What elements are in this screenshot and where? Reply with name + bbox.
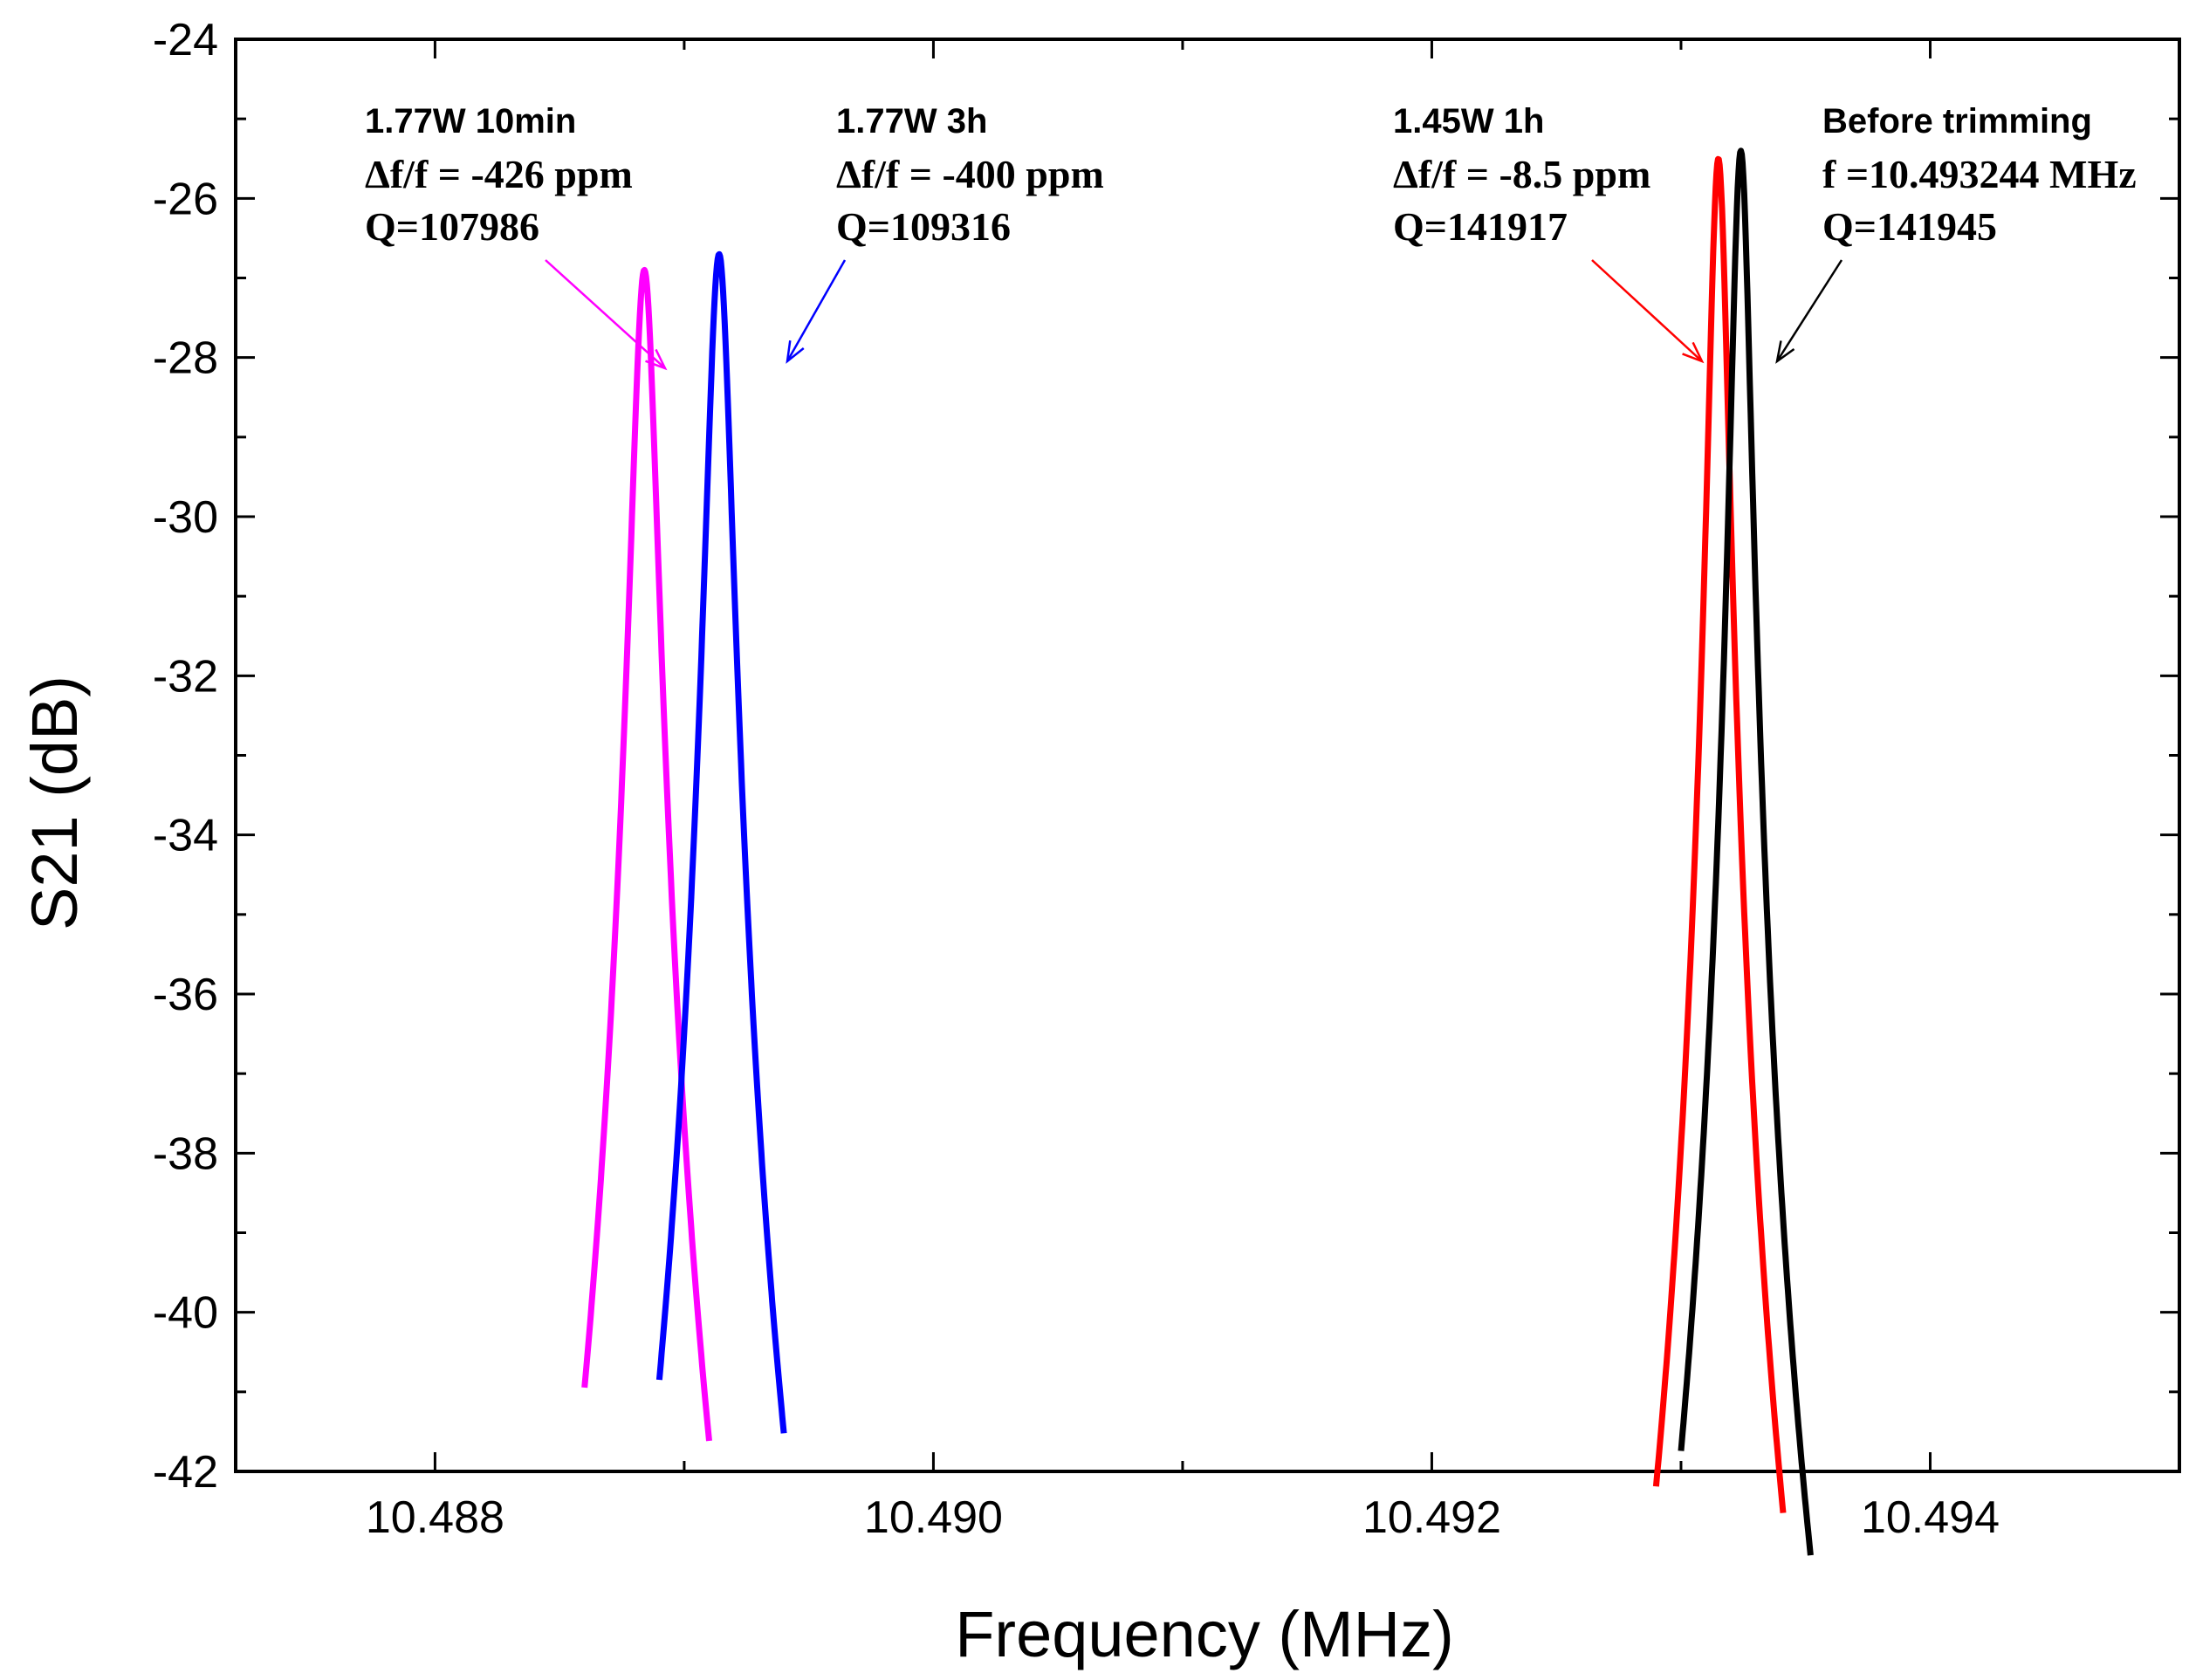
arrow-1-77w-10min-head — [645, 348, 668, 371]
annotation-frequency: f =10.493244 MHz — [1822, 152, 2137, 196]
y-tick-label: -34 — [153, 811, 218, 861]
y-tick-label: -28 — [153, 333, 218, 384]
series-line-before-trimming — [1678, 147, 1814, 1556]
y-tick-label: -38 — [153, 1128, 218, 1179]
y-tick-label: -24 — [153, 15, 218, 65]
y-tick-label: -36 — [153, 970, 218, 1020]
arrow-before-trimming-head — [1775, 340, 1795, 364]
annotation-1-77w-10min: 1.77W 10min Δf/f = -426 ppm Q=107986 — [365, 102, 633, 249]
x-tick-label: 10.494 — [1861, 1492, 2000, 1543]
annotation-label: 1.77W 10min — [365, 102, 576, 141]
axes — [234, 38, 2181, 1473]
series-line-1-77w-10min — [581, 266, 712, 1442]
annotation-label: 1.77W 3h — [836, 102, 987, 141]
series-lines — [581, 147, 1814, 1556]
annotation-label: Before trimming — [1822, 102, 2092, 141]
x-tick-label: 10.490 — [864, 1492, 1003, 1543]
annotation-arrows — [545, 259, 1843, 371]
annotation-q: Q=109316 — [836, 204, 1011, 249]
annotation-before-trimming: Before trimming f =10.493244 MHz Q=14194… — [1822, 102, 2137, 249]
arrow-1-45w-1h-head — [1682, 341, 1705, 364]
annotation-label: 1.45W 1h — [1393, 102, 1544, 141]
annotation-ppm: Δf/f = -8.5 ppm — [1393, 152, 1650, 196]
x-tick-label: 10.492 — [1362, 1492, 1501, 1543]
annotation-q: Q=141917 — [1393, 204, 1568, 249]
x-axis-title: Frequency (MHz) — [955, 1598, 1454, 1670]
series-line-1-45w-1h — [1652, 155, 1787, 1513]
arrow-1-77w-10min — [545, 259, 666, 369]
annotation-ppm: Δf/f = -400 ppm — [836, 152, 1104, 196]
x-tick-label: 10.488 — [366, 1492, 504, 1543]
annotation-ppm: Δf/f = -426 ppm — [365, 152, 633, 196]
y-tick-label: -30 — [153, 492, 218, 543]
arrow-before-trimming — [1775, 259, 1843, 362]
y-tick-label: -40 — [153, 1288, 218, 1339]
y-tick-label: -32 — [153, 651, 218, 702]
annotation-q: Q=107986 — [365, 204, 539, 249]
y-tick-label: -26 — [153, 174, 218, 224]
arrow-1-77w-3h-head — [786, 340, 805, 364]
annotation-q: Q=141945 — [1822, 204, 1997, 249]
annotation-1-77w-3h: 1.77W 3h Δf/f = -400 ppm Q=109316 — [836, 102, 1104, 249]
plot-frame — [234, 38, 2181, 1473]
ticks: -24 -26 -28 -30 -32 -34 -36 -38 -40 -42 10.488 10.4… — [153, 15, 2181, 1543]
annotation-1-45w-1h: 1.45W 1h Δf/f = -8.5 ppm Q=141917 — [1393, 102, 1650, 249]
series-line-1-77w-3h — [655, 250, 787, 1434]
y-tick-label: -42 — [153, 1447, 218, 1498]
arrow-1-77w-3h — [786, 259, 847, 362]
arrow-1-45w-1h — [1591, 259, 1703, 362]
y-axis-title: S21 (dB) — [18, 675, 91, 930]
